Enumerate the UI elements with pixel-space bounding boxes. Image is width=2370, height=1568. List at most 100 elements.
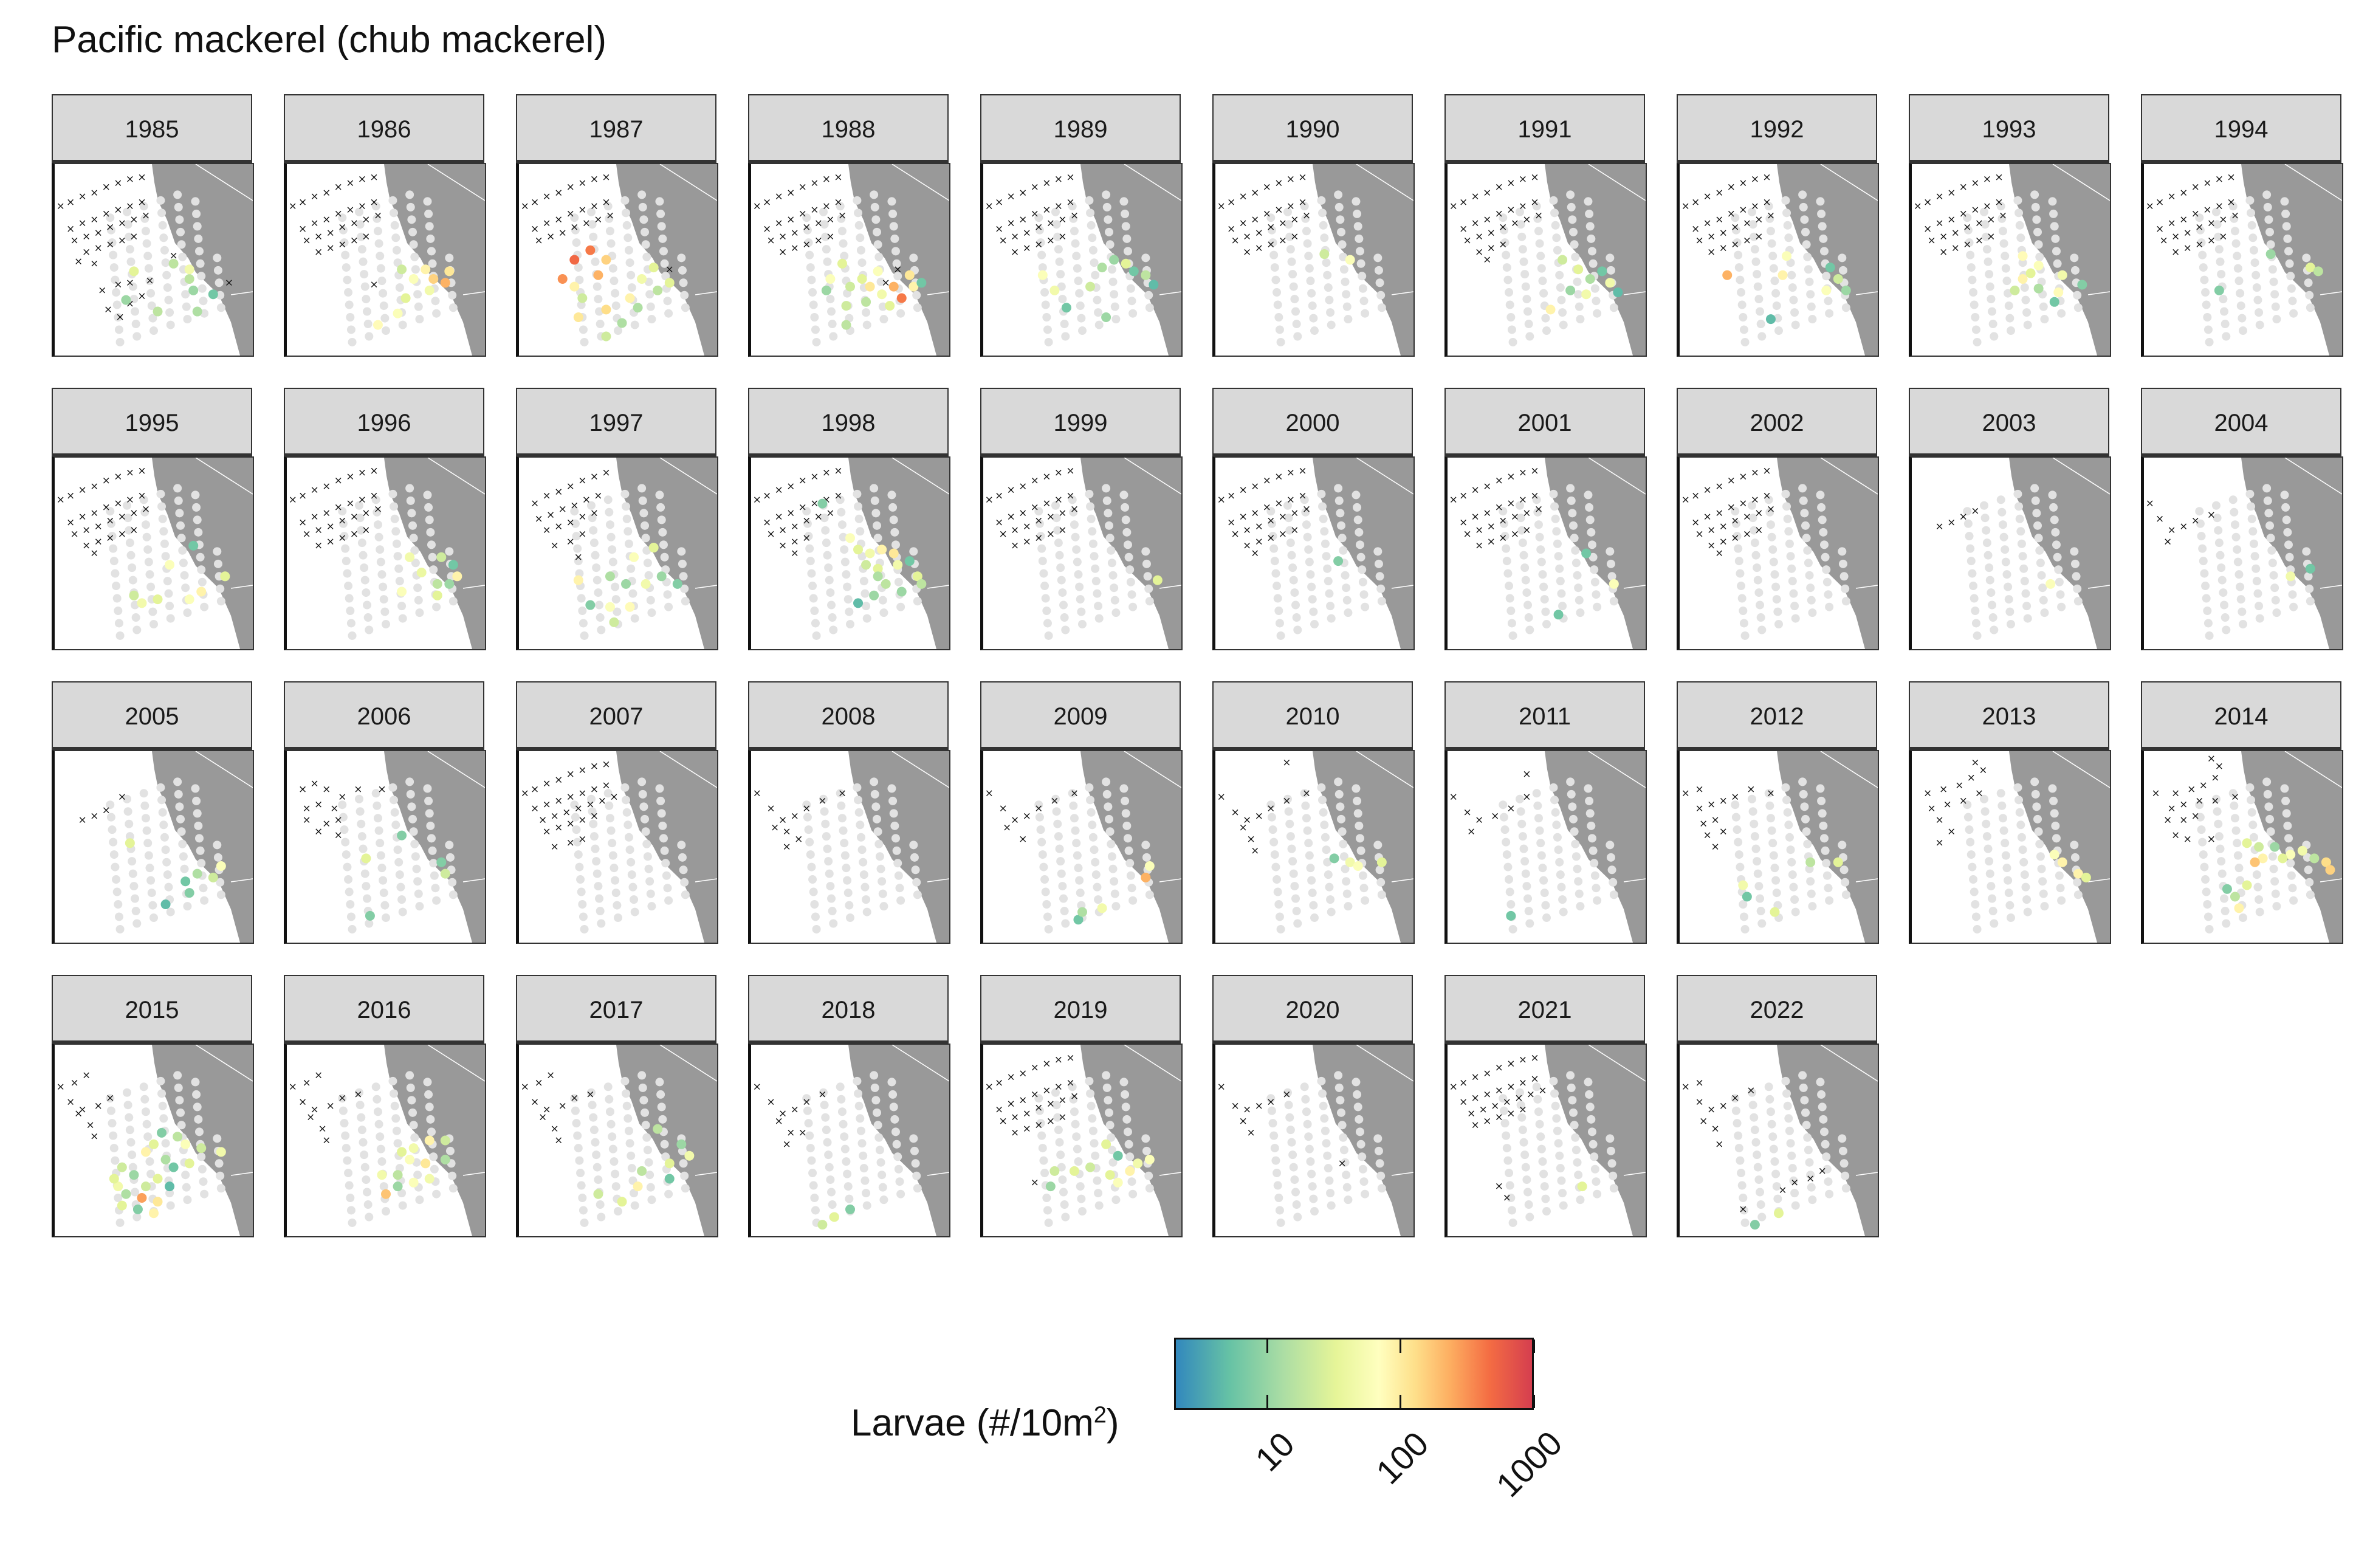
station-point (1076, 301, 1085, 311)
station-point (1104, 509, 1113, 518)
station-point (380, 901, 390, 910)
station-point (213, 1134, 222, 1143)
zero-catch-marker: × (2146, 498, 2154, 510)
station-point (2269, 277, 2278, 286)
station-point (109, 263, 118, 272)
station-point (820, 807, 829, 816)
station-point (2255, 602, 2264, 611)
station-point (1523, 600, 1533, 610)
border-line (1124, 458, 1181, 495)
zero-catch-marker: × (1046, 1098, 1055, 1110)
facet-label: 1997 (589, 410, 644, 436)
station-point (1606, 547, 1615, 556)
station-point (854, 1089, 863, 1098)
station-point (802, 507, 811, 516)
station-point (837, 507, 846, 517)
station-point (1750, 232, 1759, 241)
station-point (1756, 320, 1765, 329)
station-point (374, 1119, 383, 1129)
station-point (878, 889, 887, 898)
station-point (808, 288, 817, 297)
zero-catch-marker: × (1298, 465, 1307, 477)
station-point (1819, 1115, 1828, 1124)
zero-catch-marker: × (302, 1077, 311, 1089)
station-point (807, 1156, 816, 1165)
station-point (856, 527, 865, 536)
station-point (571, 225, 580, 235)
zero-catch-marker: × (531, 1096, 539, 1109)
station-point (1592, 297, 1601, 306)
facet-label: 1994 (2214, 116, 2269, 143)
zero-catch-marker: × (2195, 221, 2203, 233)
station-point (828, 613, 837, 622)
station-point (1799, 789, 1808, 799)
zero-catch-marker: × (1727, 208, 1736, 220)
station-point (177, 240, 186, 249)
station-point (1327, 320, 1336, 329)
station-point (175, 802, 184, 811)
station-point (842, 864, 851, 873)
zero-catch-marker: × (98, 284, 106, 297)
station-point (373, 214, 382, 223)
station-point (357, 232, 366, 241)
map-2007: × × × × × × × ×× × × × × × ×× × × × × × ×× × × × ×× × × (521, 751, 717, 943)
zero-catch-marker: × (94, 242, 103, 255)
station-point (1566, 777, 1575, 786)
station-point (1342, 596, 1352, 605)
station-point (1558, 1189, 1567, 1198)
border-line (659, 458, 717, 495)
larvae-point (861, 560, 871, 570)
station-point (1789, 1176, 1798, 1185)
station-point (112, 887, 122, 896)
station-point (1817, 209, 1826, 218)
station-point (1339, 839, 1348, 848)
station-point (2198, 544, 2207, 553)
zero-catch-marker: × (2207, 753, 2216, 765)
station-point (1996, 202, 2005, 211)
zero-catch-marker: × (1727, 475, 1736, 487)
station-point (1344, 902, 1353, 911)
station-point (821, 819, 830, 828)
larvae-point (2286, 571, 2296, 582)
station-point (579, 619, 588, 628)
station-point (680, 291, 689, 300)
station-point (1607, 1159, 1616, 1168)
station-point (1574, 290, 1583, 299)
zero-catch-marker: × (1042, 204, 1051, 216)
zero-catch-marker: × (802, 221, 811, 233)
station-point (679, 278, 688, 287)
station-point (1798, 190, 1807, 199)
station-point (1747, 501, 1756, 510)
station-point (2231, 826, 2241, 835)
station-point (2005, 314, 2014, 323)
station-point (1517, 526, 1527, 535)
station-point (1841, 878, 1850, 887)
station-point (181, 583, 190, 593)
station-point (1785, 1126, 1794, 1135)
station-point (660, 552, 669, 562)
station-point (574, 1144, 583, 1153)
station-point (1506, 313, 1516, 322)
station-point (664, 602, 673, 611)
station-point (860, 1176, 870, 1185)
zero-catch-marker: × (791, 227, 799, 239)
station-point (346, 313, 355, 322)
station-point (1985, 563, 1994, 573)
zero-catch-marker: × (1707, 524, 1716, 537)
station-point (642, 252, 651, 261)
station-point (376, 557, 385, 566)
map-2022: × ××× ××××××××× ×× (1681, 1045, 1878, 1236)
zero-catch-marker: × (2207, 218, 2216, 230)
zero-catch-marker: × (1459, 490, 1468, 502)
station-point (1785, 833, 1794, 842)
station-point (125, 1113, 134, 1122)
station-point (1731, 1106, 1740, 1115)
station-point (362, 1175, 371, 1185)
station-point (1538, 570, 1547, 579)
zero-catch-marker: × (145, 275, 154, 287)
station-point (398, 1201, 407, 1210)
border-line (659, 1045, 717, 1082)
station-point (630, 320, 639, 329)
station-point (1036, 825, 1045, 834)
zero-catch-marker: × (311, 778, 319, 790)
